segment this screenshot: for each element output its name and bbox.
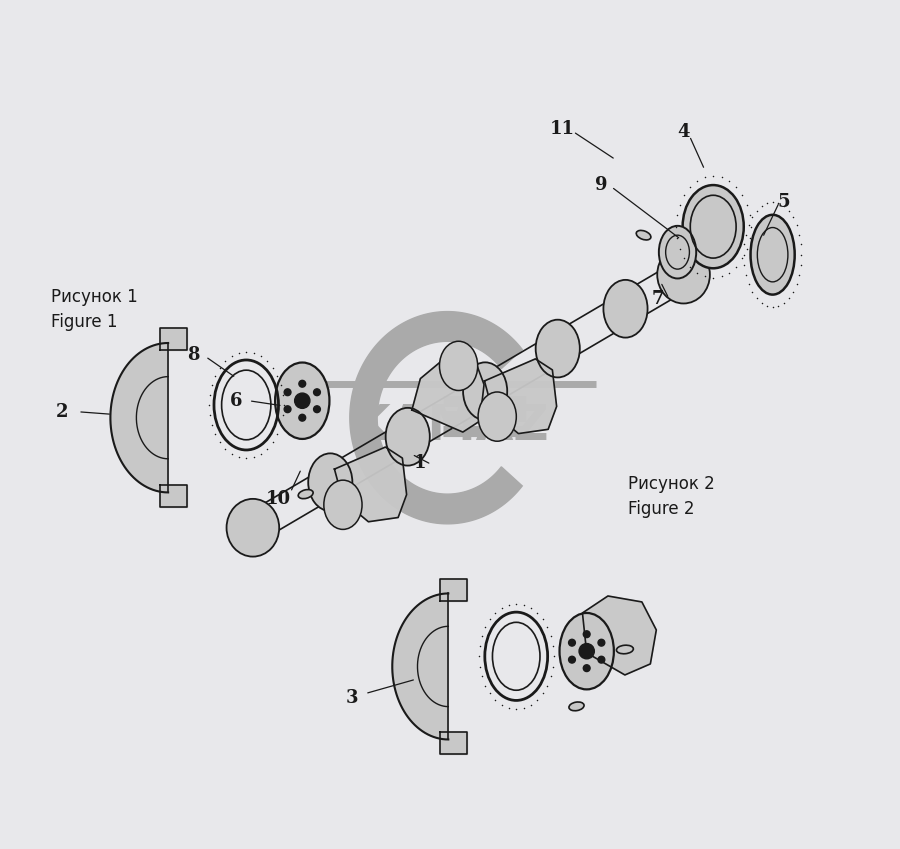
Text: 8: 8 [187,346,200,364]
Text: 11: 11 [550,120,574,138]
Polygon shape [484,359,556,434]
Ellipse shape [478,392,517,441]
Circle shape [569,656,575,663]
Text: 2: 2 [56,402,68,421]
Ellipse shape [569,702,584,711]
Ellipse shape [659,226,697,278]
Polygon shape [335,447,407,522]
Polygon shape [440,579,467,601]
Ellipse shape [616,645,634,654]
Text: 5: 5 [778,193,790,211]
Ellipse shape [751,215,795,295]
Circle shape [299,380,306,387]
Ellipse shape [298,490,313,498]
Polygon shape [412,357,484,432]
Text: 4: 4 [677,122,689,141]
Ellipse shape [682,185,743,268]
Polygon shape [440,732,467,754]
Text: Рисунок 2
Figure 2: Рисунок 2 Figure 2 [628,475,715,518]
Polygon shape [582,596,656,675]
Ellipse shape [560,613,614,689]
Circle shape [313,389,320,396]
Circle shape [299,414,306,421]
Ellipse shape [464,363,508,420]
Circle shape [284,389,291,396]
Ellipse shape [536,320,580,378]
Ellipse shape [439,341,478,391]
Text: 3: 3 [346,689,358,707]
Ellipse shape [275,363,329,439]
Text: 6: 6 [230,391,242,410]
Polygon shape [350,312,522,524]
Polygon shape [159,328,187,351]
Circle shape [598,656,605,663]
Ellipse shape [636,230,651,240]
Ellipse shape [227,499,279,557]
Text: 1: 1 [414,453,427,472]
Text: Рисунок 1
Figure 1: Рисунок 1 Figure 1 [51,289,138,331]
Polygon shape [392,593,448,739]
Circle shape [583,631,590,638]
Text: 10: 10 [266,490,291,509]
Text: 7: 7 [652,290,664,308]
Circle shape [313,406,320,413]
Ellipse shape [324,481,362,530]
Ellipse shape [385,408,430,465]
Circle shape [583,665,590,672]
Ellipse shape [603,280,648,338]
Circle shape [598,639,605,646]
Circle shape [284,406,291,413]
Circle shape [569,639,575,646]
Polygon shape [111,343,168,492]
Ellipse shape [308,453,353,511]
Polygon shape [159,485,187,508]
Circle shape [294,393,310,408]
Text: 9: 9 [595,176,608,194]
Ellipse shape [657,245,710,303]
Circle shape [579,644,594,659]
Text: KAMAZ: KAMAZ [353,402,549,450]
